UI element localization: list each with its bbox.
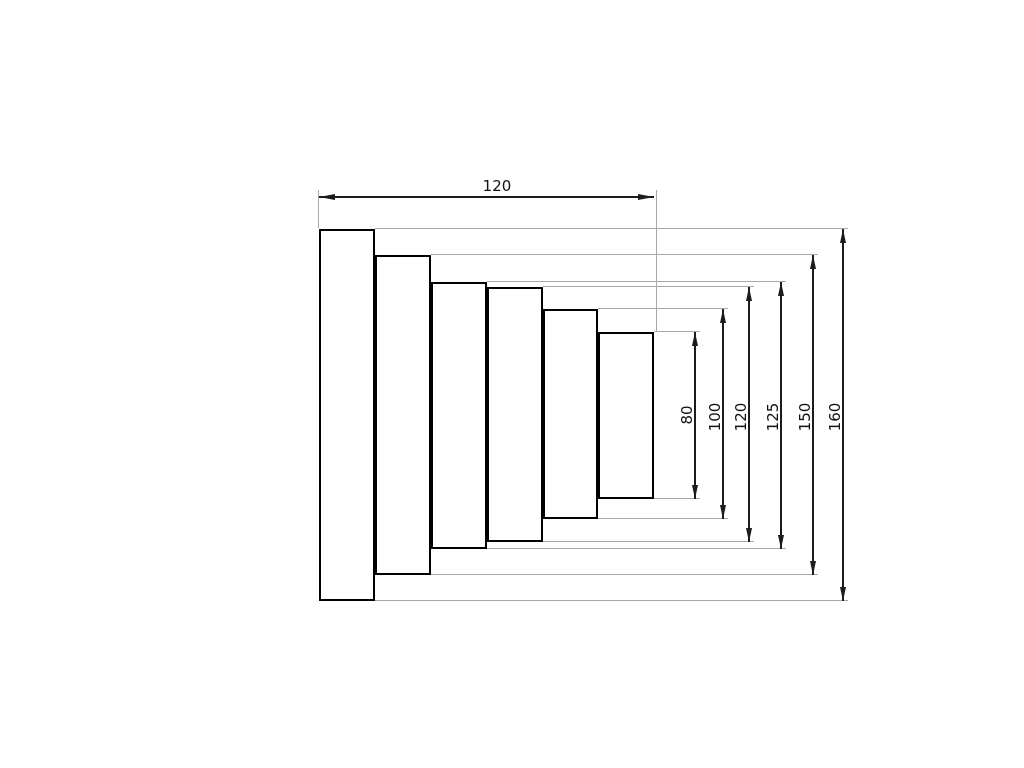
extension-line-length-left bbox=[318, 190, 319, 228]
dim-arrow-left-icon bbox=[319, 194, 335, 200]
diameter-dimension-label-125: 125 bbox=[764, 402, 782, 432]
extension-line-bottom-120 bbox=[543, 541, 754, 542]
dim-arrow-up-icon bbox=[720, 309, 726, 323]
diameter-dimension-label-150: 150 bbox=[796, 402, 814, 432]
dim-arrow-down-icon bbox=[720, 505, 726, 519]
dim-arrow-up-icon bbox=[692, 332, 698, 346]
dim-arrow-up-icon bbox=[810, 255, 816, 269]
shaft-step-1-diameter-160 bbox=[319, 229, 375, 601]
extension-line-bottom-125 bbox=[487, 548, 786, 549]
diameter-dimension-line-120 bbox=[748, 287, 750, 542]
dim-arrow-down-icon bbox=[692, 485, 698, 499]
extension-line-top-160 bbox=[375, 228, 848, 229]
diameter-dimension-label-160: 160 bbox=[826, 402, 844, 432]
dim-arrow-down-icon bbox=[778, 535, 784, 549]
extension-line-bottom-150 bbox=[431, 574, 818, 575]
extension-line-bottom-160 bbox=[375, 600, 848, 601]
extension-line-bottom-80 bbox=[654, 498, 700, 499]
shaft-step-6-diameter-80 bbox=[598, 332, 654, 499]
dim-arrow-down-icon bbox=[840, 587, 846, 601]
dim-arrow-down-icon bbox=[746, 528, 752, 542]
dim-arrow-right-icon bbox=[638, 194, 654, 200]
diameter-dimension-label-80: 80 bbox=[678, 405, 696, 425]
diameter-dimension-label-100: 100 bbox=[706, 402, 724, 432]
diameter-dimension-line-80 bbox=[694, 332, 696, 499]
diameter-dimension-line-125 bbox=[780, 282, 782, 549]
extension-line-bottom-100 bbox=[598, 518, 728, 519]
shaft-step-3-diameter-125 bbox=[431, 282, 487, 549]
dim-arrow-up-icon bbox=[746, 287, 752, 301]
extension-line-top-80 bbox=[654, 331, 700, 332]
dim-arrow-down-icon bbox=[810, 561, 816, 575]
diameter-dimension-line-100 bbox=[722, 309, 724, 519]
extension-line-top-100 bbox=[598, 308, 728, 309]
diameter-dimension-line-160 bbox=[842, 229, 844, 601]
shaft-step-2-diameter-150 bbox=[375, 255, 431, 575]
dim-arrow-up-icon bbox=[840, 229, 846, 243]
length-dimension-label: 120 bbox=[482, 177, 512, 195]
shaft-step-5-diameter-100 bbox=[543, 309, 598, 519]
diameter-dimension-line-150 bbox=[812, 255, 814, 575]
dim-arrow-up-icon bbox=[778, 282, 784, 296]
diameter-dimension-label-120: 120 bbox=[732, 402, 750, 432]
length-dimension-line bbox=[319, 196, 654, 198]
extension-line-top-120 bbox=[543, 286, 754, 287]
extension-line-length-right bbox=[656, 190, 657, 331]
shaft-step-4-diameter-120 bbox=[487, 287, 543, 542]
extension-line-top-125 bbox=[487, 281, 786, 282]
extension-line-top-150 bbox=[431, 254, 818, 255]
